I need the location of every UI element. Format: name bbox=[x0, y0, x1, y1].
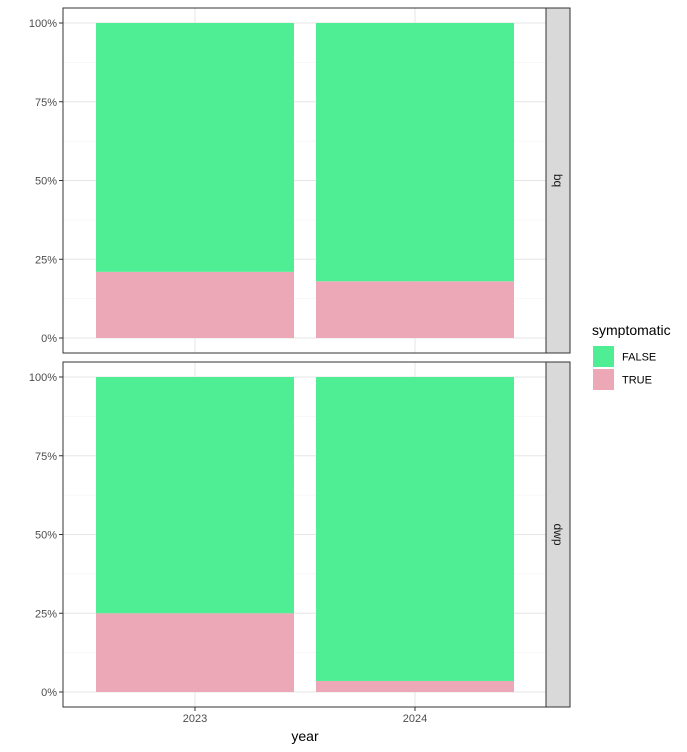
bar-bq-2023-true bbox=[96, 271, 294, 338]
y-tick-label: 25% bbox=[35, 254, 57, 266]
y-tick-label: 50% bbox=[35, 176, 57, 188]
legend-label-true: TRUE bbox=[622, 375, 652, 387]
bar-bq-2024-true bbox=[316, 281, 514, 338]
facet-panel-bq: 0% 25% 50% 75% 100% bq bbox=[29, 7, 571, 354]
facet-strip bbox=[545, 7, 571, 354]
bar-bq-2024-false bbox=[316, 23, 514, 282]
legend-title: symptomatic bbox=[592, 322, 671, 338]
x-tick-label: 2024 bbox=[403, 713, 427, 725]
y-tick-label: 50% bbox=[35, 530, 57, 542]
y-tick-label: 0% bbox=[41, 687, 57, 699]
bar-dwp-2023-true bbox=[96, 613, 294, 692]
x-axis-title: year bbox=[291, 728, 319, 744]
y-tick-label: 75% bbox=[35, 451, 57, 463]
facet-panel-dwp: 0% 25% 50% 75% 100% dwp bbox=[29, 361, 571, 708]
legend-label-false: FALSE bbox=[622, 352, 656, 364]
y-tick-label: 100% bbox=[29, 372, 57, 384]
bar-dwp-2023-false bbox=[96, 377, 294, 614]
y-tick-label: 75% bbox=[35, 97, 57, 109]
y-tick-label: 0% bbox=[41, 333, 57, 345]
facet-strip-label: dwp bbox=[551, 523, 565, 545]
y-tick-label: 25% bbox=[35, 608, 57, 620]
x-axis: 2023 2024 bbox=[183, 707, 427, 725]
legend-key-true bbox=[593, 369, 614, 390]
bar-dwp-2024-true bbox=[316, 680, 514, 692]
facet-strip bbox=[545, 361, 571, 708]
facet-panels: 0% 25% 50% 75% 100% bq 0% 25% 50% 75% 100% dwp bbox=[29, 7, 571, 708]
legend-key-false bbox=[593, 346, 614, 367]
bar-dwp-2024-false bbox=[316, 377, 514, 681]
legend: symptomatic FALSE TRUE bbox=[592, 322, 671, 390]
x-tick-label: 2023 bbox=[183, 713, 207, 725]
bar-bq-2023-false bbox=[96, 23, 294, 272]
facet-strip-label: bq bbox=[551, 174, 565, 187]
y-tick-label: 100% bbox=[29, 18, 57, 30]
